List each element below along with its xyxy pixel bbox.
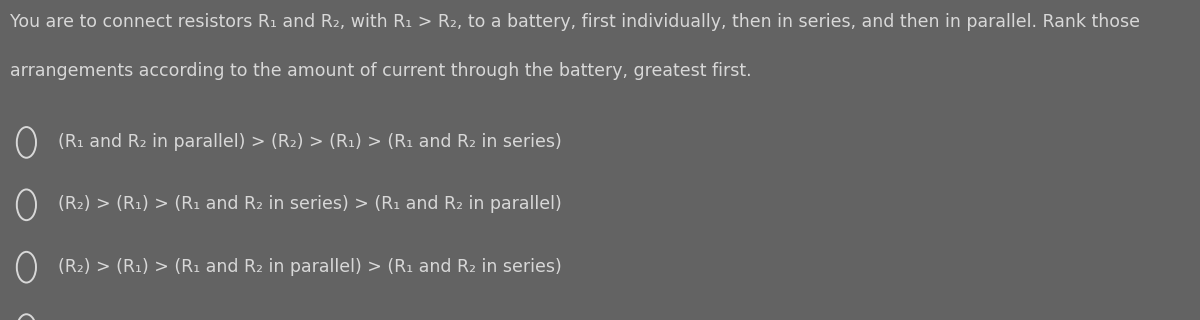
Text: You are to connect resistors R₁ and R₂, with R₁ > R₂, to a battery, first indivi: You are to connect resistors R₁ and R₂, … bbox=[10, 13, 1140, 31]
Text: arrangements according to the amount of current through the battery, greatest fi: arrangements according to the amount of … bbox=[10, 62, 751, 80]
Text: (R₂) > (R₁) > (R₁ and R₂ in parallel) > (R₁ and R₂ in series): (R₂) > (R₁) > (R₁ and R₂ in parallel) > … bbox=[58, 258, 562, 276]
Text: (R₁ and R₂ in parallel) > (R₂) > (R₁) > (R₁ and R₂ in series): (R₁ and R₂ in parallel) > (R₂) > (R₁) > … bbox=[58, 133, 562, 151]
Text: (R₂) > (R₁) > (R₁ and R₂ in series) > (R₁ and R₂ in parallel): (R₂) > (R₁) > (R₁ and R₂ in series) > (R… bbox=[58, 195, 562, 213]
